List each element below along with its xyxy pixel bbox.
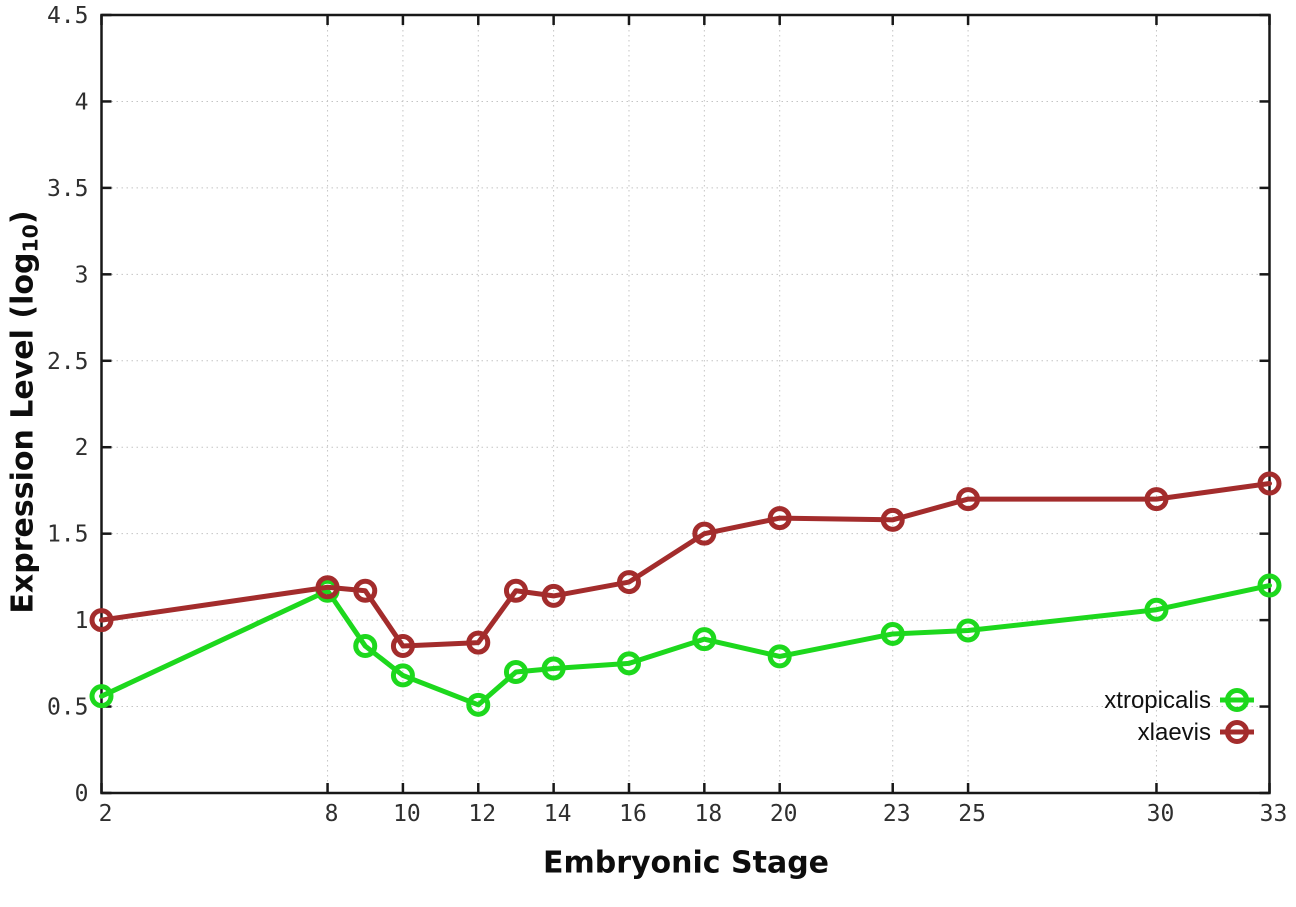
data-point-xtropicalis	[466, 692, 491, 717]
data-point-xtropicalis	[390, 663, 415, 688]
x-tick-label: 18	[694, 801, 722, 827]
y-tick-label: 2	[75, 435, 89, 461]
data-point-xtropicalis	[89, 684, 114, 709]
x-tick-label: 10	[393, 801, 421, 827]
data-point-xlaevis	[880, 507, 905, 532]
data-point-xlaevis	[956, 487, 981, 512]
data-point-xlaevis	[466, 630, 491, 655]
data-point-xtropicalis	[1257, 573, 1282, 598]
y-axis-title-text: Expression Level (log	[5, 252, 41, 614]
data-point-xtropicalis	[956, 618, 981, 643]
data-point-xtropicalis	[541, 656, 566, 681]
legend-label-xlaevis: xlaevis	[1138, 719, 1211, 746]
x-tick-label: 2	[99, 801, 113, 827]
y-axis-title-subscript: 10	[18, 224, 43, 253]
data-point-xtropicalis	[616, 651, 641, 676]
data-point-xlaevis	[390, 634, 415, 659]
data-point-xlaevis	[616, 570, 641, 595]
x-tick-label: 20	[770, 801, 798, 827]
y-tick-label: 0	[75, 781, 89, 807]
data-point-xlaevis	[503, 578, 528, 603]
data-point-xtropicalis	[353, 634, 378, 659]
x-tick-label: 30	[1147, 801, 1175, 827]
y-tick-label: 0.5	[47, 695, 89, 721]
y-tick-label: 1	[75, 608, 89, 634]
y-tick-label: 3	[75, 262, 89, 288]
x-tick-label: 14	[544, 801, 572, 827]
x-tick-label: 33	[1260, 801, 1288, 827]
x-axis-title: Embryonic Stage	[542, 845, 830, 881]
y-axis-title-suffix: )	[5, 210, 41, 225]
x-tick-label: 25	[958, 801, 986, 827]
data-point-xlaevis	[1144, 487, 1169, 512]
data-point-xtropicalis	[767, 644, 792, 669]
data-point-xlaevis	[541, 583, 566, 608]
data-point-xtropicalis	[692, 627, 717, 652]
legend-marker-xlaevis	[1225, 720, 1249, 744]
legend-marker-xtropicalis	[1225, 688, 1249, 712]
y-tick-label: 4	[75, 89, 89, 115]
data-point-xtropicalis	[1144, 597, 1169, 622]
data-point-xlaevis	[353, 578, 378, 603]
x-tick-label: 23	[883, 801, 911, 827]
y-tick-label: 4.5	[47, 3, 89, 29]
data-point-xtropicalis	[880, 621, 905, 646]
x-tick-label: 12	[468, 801, 496, 827]
data-point-xlaevis	[89, 608, 114, 633]
series-line-xlaevis	[99, 481, 1272, 649]
y-tick-label: 3.5	[47, 176, 89, 202]
data-point-xlaevis	[315, 575, 340, 600]
y-tick-label: 2.5	[47, 349, 89, 375]
data-point-xlaevis	[767, 506, 792, 531]
x-tick-label: 16	[619, 801, 647, 827]
data-point-xlaevis	[692, 521, 717, 546]
data-point-xtropicalis	[503, 659, 528, 684]
plot-border	[100, 13, 1271, 795]
y-axis-title: Expression Level (log10)	[5, 210, 42, 613]
data-point-xlaevis	[1257, 471, 1282, 496]
legend-label-xtropicalis: xtropicalis	[1104, 687, 1211, 714]
x-tick-label: 8	[325, 801, 339, 827]
series-line-xtropicalis	[99, 583, 1272, 708]
y-tick-label: 1.5	[47, 522, 89, 548]
